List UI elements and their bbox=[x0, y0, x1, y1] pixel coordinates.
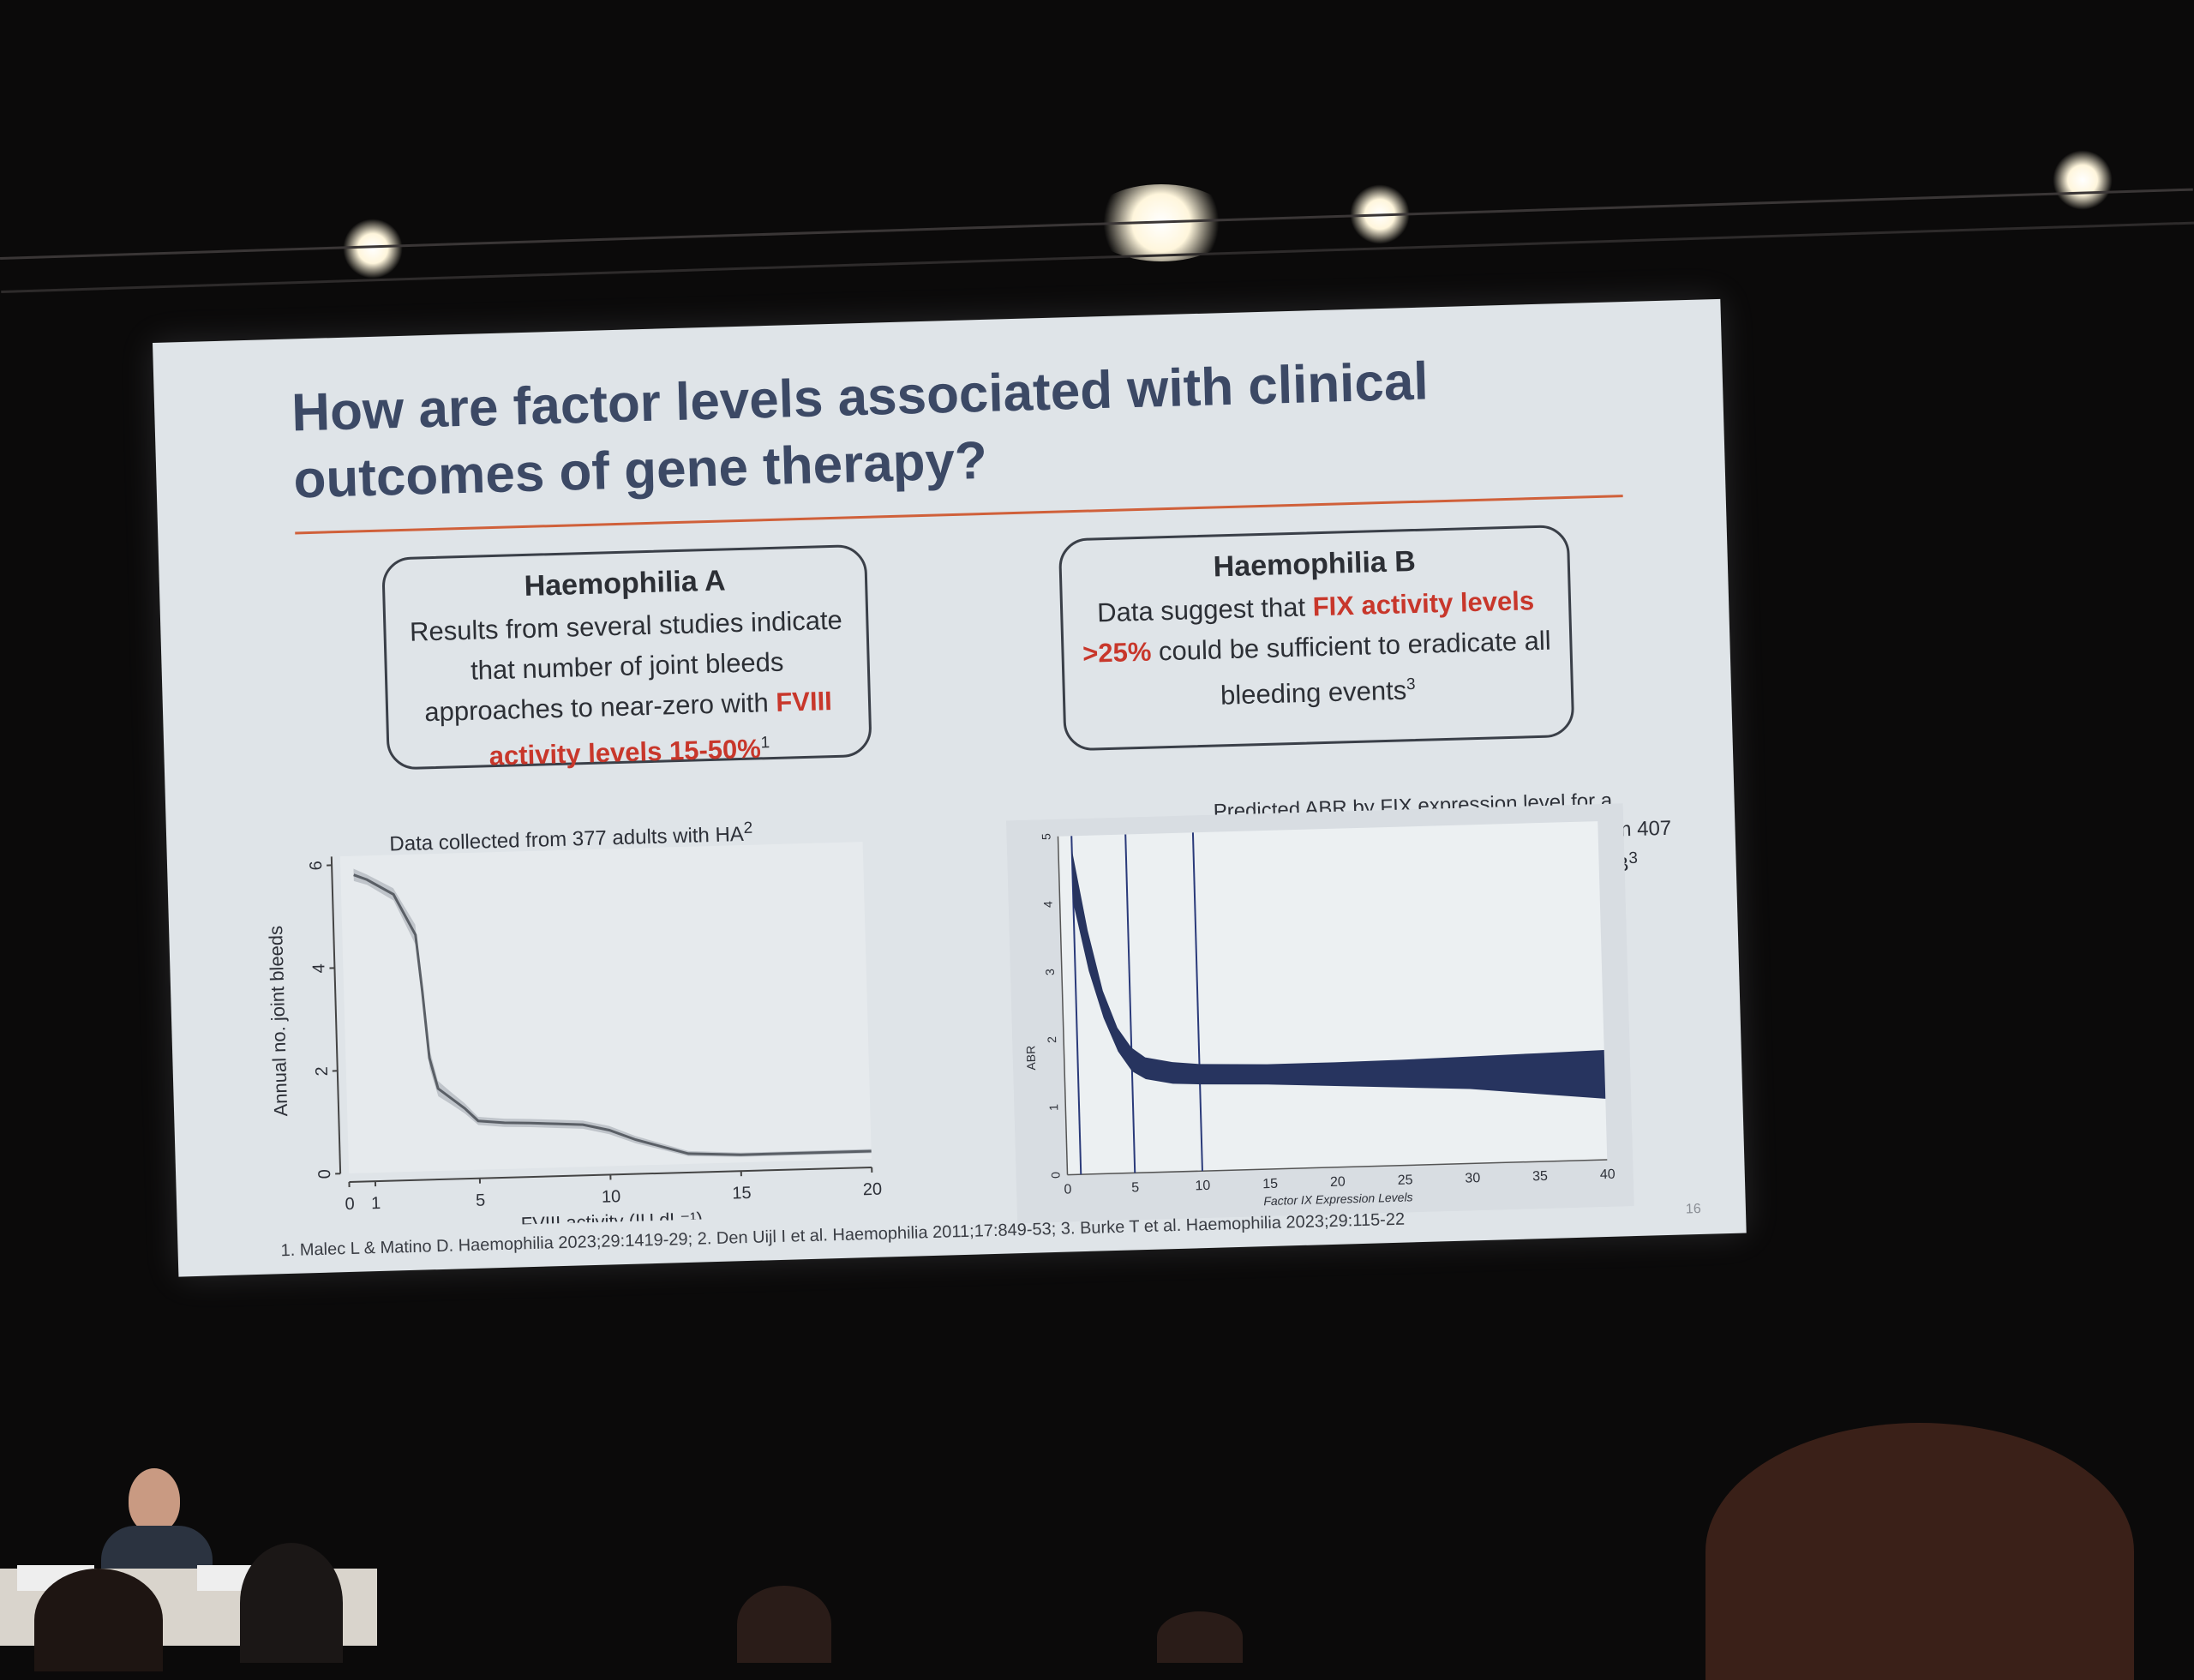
haemophilia-b-box: Haemophilia B Data suggest that FIX acti… bbox=[1058, 525, 1575, 752]
chart-b-caption-ref: 3 bbox=[1628, 849, 1638, 867]
chart-b-x-tick-label: 25 bbox=[1397, 1173, 1412, 1187]
chart-a-x-tick-label: 10 bbox=[602, 1187, 621, 1207]
chart-b-x-tick-label: 5 bbox=[1131, 1180, 1139, 1195]
haemophilia-a-box: Haemophilia A Results from several studi… bbox=[381, 544, 872, 771]
chart-a-x-tick-label: 20 bbox=[862, 1180, 882, 1200]
haemophilia-a-text: Results from several studies indicate th… bbox=[401, 599, 854, 778]
projected-slide: How are factor levels associated with cl… bbox=[153, 299, 1747, 1277]
chart-a-y-label: Annual no. joint bleeds bbox=[265, 926, 291, 1117]
chart-a-x-tick-label: 5 bbox=[476, 1191, 486, 1210]
haemophilia-b-text-pre: Data suggest that bbox=[1097, 591, 1313, 627]
chart-a-y-axis bbox=[332, 856, 340, 1173]
audience-head bbox=[240, 1543, 343, 1663]
chart-b-y-tick-label: 3 bbox=[1043, 969, 1057, 975]
chart-a-plot-area bbox=[340, 842, 872, 1173]
haemophilia-b-text-post: could be sufficient to eradicate all ble… bbox=[1151, 626, 1551, 711]
chart-b-y-tick-label: 4 bbox=[1041, 901, 1055, 908]
haemophilia-b-ref: 3 bbox=[1406, 675, 1416, 693]
audience-head bbox=[737, 1586, 831, 1663]
chart-b-y-tick-label: 2 bbox=[1045, 1036, 1058, 1043]
chart-a-x-label: FVIII activity (IU dL⁻¹) bbox=[520, 1208, 703, 1232]
chart-b-x-tick-label: 35 bbox=[1532, 1169, 1548, 1184]
chart-b-x-tick-label: 0 bbox=[1064, 1182, 1071, 1197]
chart-b-x-tick-label: 20 bbox=[1330, 1175, 1346, 1190]
chart-a-y-tick-label: 4 bbox=[309, 963, 328, 974]
chart-a-x-tick-label: 0 bbox=[345, 1195, 355, 1214]
haemophilia-a-ref: 1 bbox=[760, 734, 770, 752]
chart-b-y-label: ABR bbox=[1023, 1046, 1038, 1071]
chart-b-y-tick-label: 1 bbox=[1046, 1104, 1060, 1111]
chart-a-y-tick-label: 2 bbox=[313, 1066, 332, 1077]
chart-b-x-tick-label: 10 bbox=[1195, 1179, 1210, 1193]
audience-head bbox=[34, 1569, 163, 1671]
page-number: 16 bbox=[1686, 1202, 1701, 1217]
chart-b-x-tick-label: 40 bbox=[1600, 1167, 1616, 1182]
chart-b-y-tick-label: 5 bbox=[1039, 833, 1052, 840]
chart-a-y-tick-label: 0 bbox=[315, 1169, 334, 1179]
chart-b-x-tick-label: 15 bbox=[1262, 1177, 1278, 1191]
chart-b-x-tick-label: 30 bbox=[1465, 1171, 1480, 1185]
haemophilia-b-text: Data suggest that FIX activity levels >2… bbox=[1078, 580, 1556, 720]
speaker-head bbox=[129, 1468, 180, 1533]
slide-title: How are factor levels associated with cl… bbox=[291, 345, 1580, 514]
chart-b-plot-area bbox=[1058, 821, 1607, 1174]
audience-head bbox=[1705, 1423, 2134, 1680]
chart-a-x-tick-label: 1 bbox=[371, 1194, 381, 1213]
audience-head bbox=[1157, 1611, 1243, 1663]
chart-a-y-tick-label: 6 bbox=[307, 861, 326, 871]
chart-b-y-tick-label: 0 bbox=[1048, 1172, 1062, 1179]
conference-scene: How are factor levels associated with cl… bbox=[0, 0, 2194, 1646]
chart-a-x-tick-label: 15 bbox=[732, 1184, 752, 1203]
